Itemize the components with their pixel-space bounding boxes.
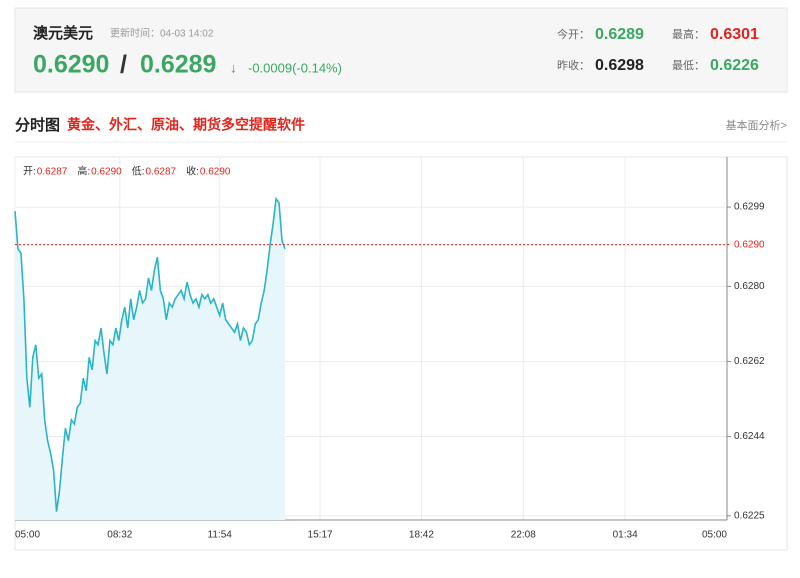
- x-tick-label: 22:08: [511, 530, 536, 541]
- change: -0.0009(-0.14%): [248, 60, 342, 75]
- y-tick-label: 0.6280: [734, 281, 765, 292]
- separator: /: [120, 51, 127, 79]
- y-tick-label: 0.6244: [734, 431, 765, 442]
- header-box: [14, 7, 788, 93]
- arrow: ↓: [230, 60, 237, 76]
- info-value: 0.6287: [37, 167, 68, 178]
- reference-label: 0.6290: [734, 239, 765, 250]
- section-title: 分时图: [15, 117, 60, 134]
- stat-value: 0.6301: [710, 26, 759, 43]
- info-label: 高:: [77, 165, 90, 178]
- stat-value: 0.6298: [595, 57, 644, 74]
- stat-value: 0.6289: [595, 26, 644, 43]
- x-tick-label: 01:34: [613, 530, 638, 541]
- x-tick-label: 05:00: [15, 530, 40, 541]
- y-tick-label: 0.6262: [734, 356, 765, 367]
- stat-label: 最低：: [672, 59, 705, 72]
- info-label: 收:: [186, 165, 199, 178]
- price: 0.6290: [33, 51, 109, 79]
- analysis-link[interactable]: 基本面分析>: [726, 118, 787, 132]
- info-value: 0.6290: [91, 167, 122, 178]
- info-value: 0.6287: [146, 167, 177, 178]
- stat-label: 昨收：: [557, 58, 590, 72]
- promo-link[interactable]: 黄金、外汇、原油、期货多空提醒软件: [67, 117, 305, 133]
- update-time: 更新时间：04-03 14:02: [110, 27, 214, 40]
- y-tick-label: 0.6299: [734, 202, 765, 213]
- x-tick-label: 18:42: [409, 530, 434, 541]
- area: [15, 198, 285, 521]
- stat-label: 今开：: [557, 27, 590, 41]
- info-label: 低:: [132, 165, 145, 178]
- title: 澳元美元: [33, 24, 93, 42]
- stat-value: 0.6226: [710, 57, 759, 74]
- x-tick-label: 11:54: [208, 530, 233, 541]
- info-value: 0.6290: [200, 167, 231, 178]
- x-tick-label: 08:32: [107, 530, 132, 541]
- price2: 0.6289: [140, 51, 216, 79]
- x-tick-label: 05:00: [702, 530, 727, 541]
- x-tick-label: 15:17: [308, 530, 333, 541]
- stat-label: 最高：: [672, 27, 705, 41]
- y-tick-label: 0.6225: [734, 510, 765, 521]
- plot: 05:00 08:32 11:54 15:17 18:42 22:08 01:34 05:00…: [14, 157, 765, 541]
- stats: 今开： 0.6289 最高： 0.6301 昨收： 0.6298 最低： 0.6226: [557, 26, 759, 74]
- price-line: [14, 196, 286, 512]
- info-label: 开:: [23, 167, 36, 178]
